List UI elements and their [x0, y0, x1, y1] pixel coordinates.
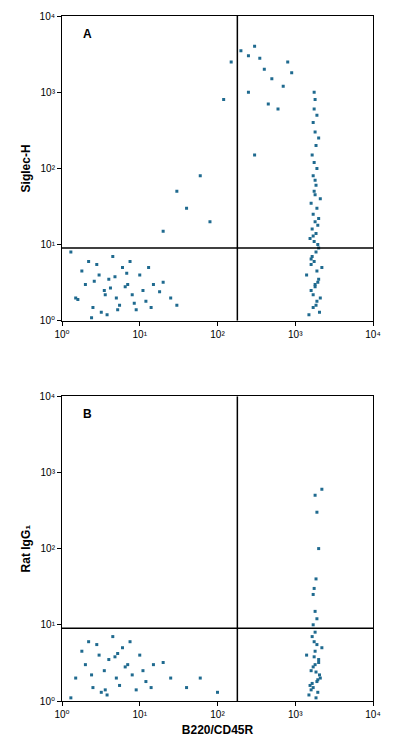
svg-text:10⁴: 10⁴ [40, 11, 55, 22]
svg-text:10⁴: 10⁴ [365, 329, 380, 340]
svg-text:Rat IgG₁: Rat IgG₁ [19, 525, 33, 573]
svg-text:10⁰: 10⁰ [54, 709, 69, 720]
svg-text:A: A [83, 27, 92, 41]
svg-text:10³: 10³ [288, 329, 303, 340]
svg-text:10⁴: 10⁴ [40, 391, 55, 402]
svg-text:10¹: 10¹ [133, 329, 148, 340]
svg-text:10⁰: 10⁰ [40, 696, 55, 707]
svg-text:10²: 10² [41, 163, 56, 174]
svg-text:B: B [83, 407, 92, 421]
svg-text:10⁴: 10⁴ [365, 709, 380, 720]
svg-text:10²: 10² [41, 543, 56, 554]
svg-text:10³: 10³ [41, 467, 56, 478]
svg-text:10⁰: 10⁰ [54, 329, 69, 340]
svg-text:10¹: 10¹ [41, 239, 56, 250]
svg-text:10³: 10³ [41, 87, 56, 98]
svg-text:10²: 10² [210, 329, 225, 340]
svg-text:Siglec-H: Siglec-H [19, 144, 33, 192]
svg-text:10³: 10³ [288, 709, 303, 720]
svg-text:10²: 10² [210, 709, 225, 720]
svg-text:10⁰: 10⁰ [40, 315, 55, 326]
svg-text:10¹: 10¹ [133, 709, 148, 720]
svg-text:B220/CD45R: B220/CD45R [182, 723, 254, 737]
svg-text:10¹: 10¹ [41, 619, 56, 630]
